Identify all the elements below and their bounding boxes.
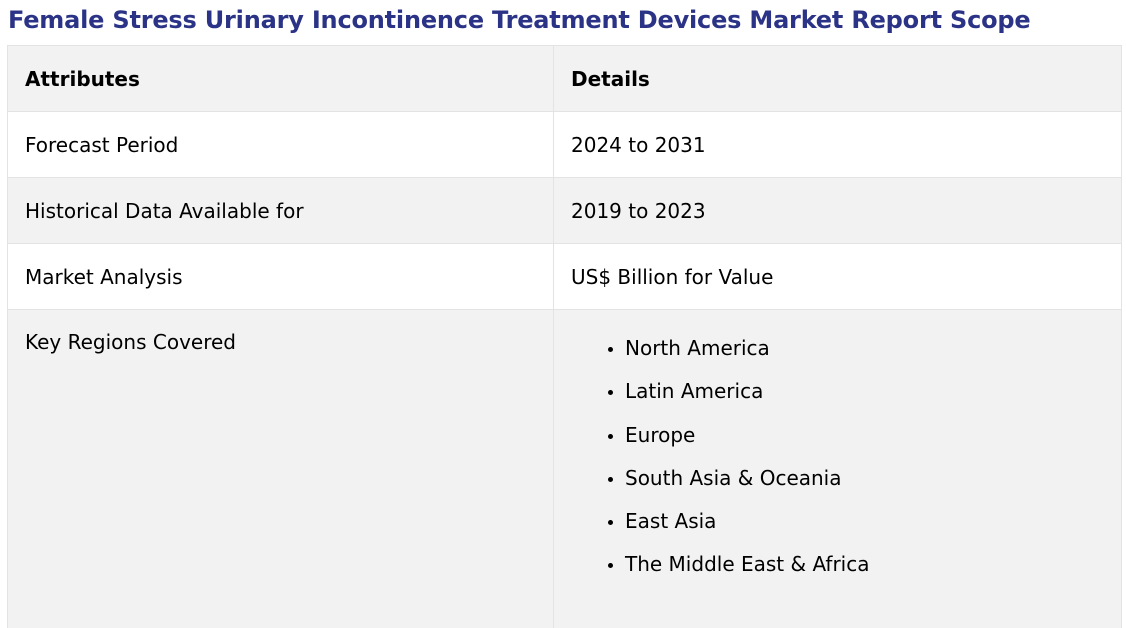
column-header-details: Details <box>553 45 1122 112</box>
detail-cell: 2019 to 2023 <box>553 177 1122 244</box>
detail-cell: 2024 to 2031 <box>553 111 1122 178</box>
table-row: Market Analysis US$ Billion for Value <box>7 243 1122 310</box>
attribute-cell: Key Regions Covered <box>7 309 554 628</box>
regions-cell: North America Latin America Europe South… <box>553 309 1122 628</box>
table-header-row: Attributes Details <box>7 45 1122 112</box>
list-item: Latin America <box>625 377 1104 420</box>
report-scope-table: Attributes Details Forecast Period 2024 … <box>7 45 1122 628</box>
regions-list: North America Latin America Europe South… <box>571 334 1104 594</box>
list-item: South Asia & Oceania <box>625 464 1104 507</box>
list-item: East Asia <box>625 507 1104 550</box>
list-item: Europe <box>625 421 1104 464</box>
attribute-cell: Historical Data Available for <box>7 177 554 244</box>
table-row: Historical Data Available for 2019 to 20… <box>7 177 1122 244</box>
page-title: Female Stress Urinary Incontinence Treat… <box>8 6 1031 34</box>
list-item: North America <box>625 334 1104 377</box>
list-item: The Middle East & Africa <box>625 550 1104 593</box>
table-row: Forecast Period 2024 to 2031 <box>7 111 1122 178</box>
table-row-regions: Key Regions Covered North America Latin … <box>7 309 1122 628</box>
attribute-cell: Market Analysis <box>7 243 554 310</box>
detail-cell: US$ Billion for Value <box>553 243 1122 310</box>
attribute-cell: Forecast Period <box>7 111 554 178</box>
column-header-attributes: Attributes <box>7 45 554 112</box>
